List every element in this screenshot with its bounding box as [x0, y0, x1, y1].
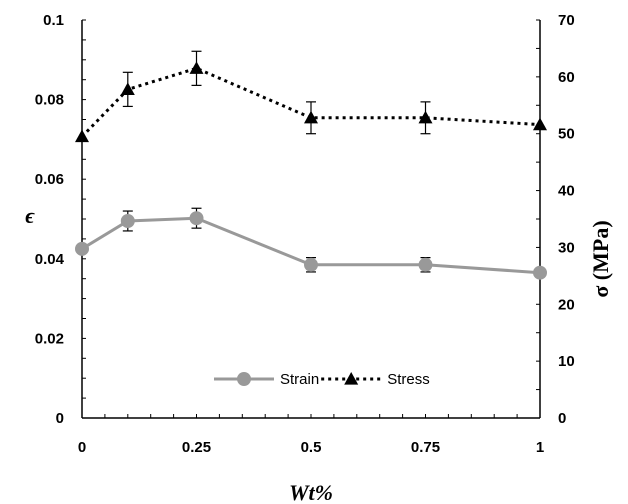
strain-point	[533, 265, 547, 280]
y-right-tick-label: 30	[558, 239, 575, 256]
legend: Strain Stress	[214, 371, 430, 388]
x-tick-label: 0.75	[411, 439, 440, 456]
y-left-tick-label: 0	[56, 410, 64, 427]
y-left-tick-label: 0.06	[35, 171, 64, 188]
strain-line	[81, 216, 541, 275]
y-left-tick-label: 0.1	[43, 12, 64, 29]
stress-point	[304, 110, 318, 124]
stress-point	[418, 110, 433, 124]
x-axis-title: Wt%	[289, 480, 333, 504]
legend-marker	[237, 372, 251, 386]
series	[75, 50, 547, 280]
x-tick-label: 0.5	[301, 439, 322, 456]
legend-item-stress: Stress	[321, 371, 430, 388]
axes	[81, 19, 541, 419]
x-tick-label: 1	[536, 439, 544, 456]
strain-point	[75, 241, 89, 256]
strain-point	[304, 257, 318, 272]
y-left-tick-label: 0.04	[35, 251, 65, 268]
y-right-tick-label: 50	[558, 126, 575, 143]
strain-point	[418, 257, 433, 272]
y-right-tick-label: 60	[558, 69, 575, 86]
strain-point	[120, 213, 135, 228]
stress-point	[533, 117, 547, 131]
y-left-tick-label: 0.08	[35, 92, 64, 109]
y-right-tick-label: 70	[558, 12, 575, 29]
y-right-axis-title: σ (MPa)	[588, 220, 613, 297]
x-tick-label: 0	[78, 439, 86, 456]
y-right-tick-label: 40	[558, 183, 575, 200]
stress-point	[120, 82, 135, 95]
stress-point	[75, 129, 89, 143]
legend-label: Strain	[280, 371, 319, 388]
tick-labels: 0 0.02 0.04 0.06 0.08 0.1 0 10 20 30 40 50 60 70 0 0.25…	[35, 12, 575, 456]
legend-label: Stress	[387, 371, 430, 388]
stress-point	[189, 61, 204, 74]
legend-item-strain: Strain	[214, 371, 319, 388]
x-tick-label: 0.25	[182, 439, 211, 456]
y-right-tick-label: 20	[558, 296, 575, 313]
strain-point	[189, 211, 204, 226]
y-right-tick-label: 10	[558, 353, 575, 370]
legend-marker	[344, 372, 359, 385]
y-left-axis-title: ϵ	[25, 203, 35, 228]
y-left-tick-label: 0.02	[35, 330, 64, 347]
y-right-tick-label: 0	[558, 410, 566, 427]
